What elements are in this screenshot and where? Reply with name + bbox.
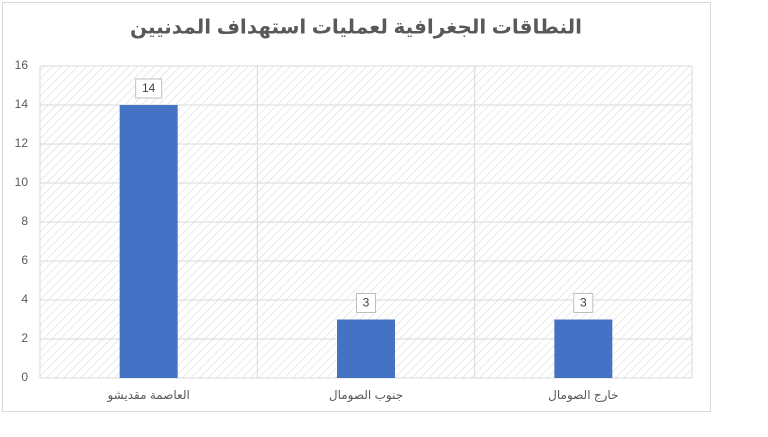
x-tick-label: العاصمة مقديشو (106, 388, 189, 403)
bar (119, 105, 178, 378)
data-label-box (356, 293, 376, 313)
y-tick-label: 8 (21, 214, 28, 228)
y-tick-label: 12 (15, 136, 29, 150)
data-label-box (573, 293, 594, 313)
bar (337, 319, 395, 378)
y-tick-label: 14 (15, 97, 29, 111)
y-tick-label: 16 (15, 58, 29, 72)
data-label: 14 (142, 81, 156, 95)
x-tick-label: خارج الصومال (548, 388, 618, 403)
y-tick-label: 0 (21, 370, 28, 384)
data-label: 3 (580, 296, 587, 310)
x-tick-label: جنوب الصومال (329, 388, 403, 403)
y-tick-label: 10 (15, 175, 29, 189)
y-tick-label: 2 (21, 331, 28, 345)
bar (554, 319, 613, 378)
data-label-box (135, 78, 163, 99)
data-label: 3 (363, 296, 370, 310)
chart-title: النطاقات الجغرافية لعمليات استهداف المدن… (130, 16, 582, 38)
y-tick-label: 4 (21, 292, 28, 306)
y-tick-label: 6 (21, 253, 28, 267)
